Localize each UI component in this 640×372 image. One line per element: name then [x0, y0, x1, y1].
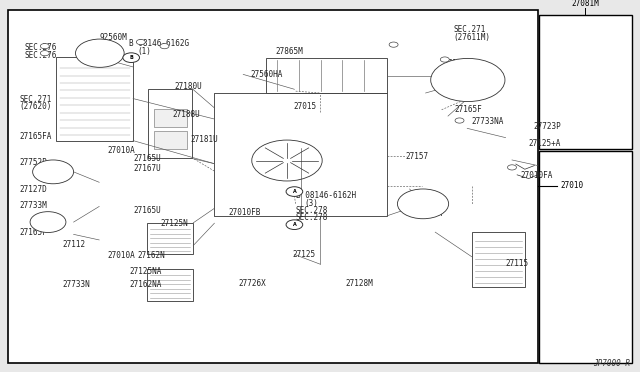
Circle shape: [455, 118, 464, 123]
Circle shape: [30, 212, 66, 232]
Text: (3): (3): [304, 199, 318, 208]
Text: 27125NA: 27125NA: [130, 267, 163, 276]
Text: 27123N: 27123N: [444, 60, 471, 68]
Circle shape: [76, 39, 124, 67]
Text: B: B: [129, 55, 133, 60]
Text: 27723P: 27723P: [533, 122, 561, 131]
Bar: [266, 58, 387, 93]
Text: A: A: [292, 222, 296, 227]
Text: 27188U: 27188U: [173, 110, 200, 119]
Text: A: A: [292, 189, 296, 194]
Bar: [8, 10, 538, 363]
Text: 27081M: 27081M: [572, 0, 599, 8]
Text: 27010FB: 27010FB: [228, 208, 261, 217]
Text: 27165F: 27165F: [454, 105, 482, 114]
Text: 27560HA: 27560HA: [251, 70, 284, 79]
Bar: [56, 57, 133, 141]
Text: 27010A: 27010A: [108, 146, 135, 155]
Text: 27726X: 27726X: [238, 279, 266, 288]
Bar: [472, 232, 525, 287]
Text: SEC.276: SEC.276: [24, 51, 57, 60]
Text: 27127D: 27127D: [19, 185, 47, 194]
Text: 27165U: 27165U: [133, 154, 161, 163]
Bar: [545, 41, 593, 43]
Text: 27162NA: 27162NA: [130, 280, 163, 289]
Text: 27167U: 27167U: [133, 164, 161, 173]
Circle shape: [397, 189, 449, 219]
Bar: [542, 29, 628, 146]
Bar: [545, 94, 597, 96]
Text: (27611M): (27611M): [453, 33, 490, 42]
Text: 27180U: 27180U: [174, 82, 202, 91]
Bar: [154, 131, 187, 149]
Bar: [545, 34, 613, 36]
Text: SEC.271: SEC.271: [453, 25, 486, 34]
Bar: [545, 54, 581, 56]
Bar: [148, 89, 192, 158]
Text: JP7000 R: JP7000 R: [593, 359, 630, 368]
Bar: [154, 109, 187, 127]
Bar: [545, 88, 585, 90]
Bar: [545, 108, 589, 110]
Text: 27162N: 27162N: [138, 251, 165, 260]
Text: 27010FA: 27010FA: [520, 171, 553, 180]
Text: 27752P: 27752P: [19, 158, 47, 167]
Circle shape: [40, 51, 49, 56]
Text: 27010: 27010: [560, 182, 583, 190]
Text: 27128M: 27128M: [345, 279, 372, 288]
Text: 27115F: 27115F: [417, 209, 445, 218]
Text: 27125: 27125: [292, 250, 316, 259]
Text: 27165F: 27165F: [19, 228, 47, 237]
Bar: [542, 21, 628, 27]
Circle shape: [160, 44, 169, 49]
Text: 92560M: 92560M: [99, 33, 127, 42]
Bar: [545, 48, 605, 49]
Text: (1): (1): [138, 47, 152, 56]
Text: 27733M: 27733M: [19, 201, 47, 210]
Bar: [539, 151, 632, 363]
Bar: [147, 269, 193, 301]
Text: B 08146-6162H: B 08146-6162H: [296, 191, 356, 200]
Circle shape: [389, 42, 398, 47]
Bar: [545, 74, 577, 76]
Circle shape: [286, 220, 303, 230]
Bar: [539, 15, 632, 149]
Bar: [545, 61, 609, 63]
Text: 27125+A: 27125+A: [529, 140, 561, 148]
Bar: [147, 223, 193, 254]
Text: 27733N: 27733N: [63, 280, 90, 289]
Text: 27733NA: 27733NA: [472, 117, 504, 126]
Text: PROTECTION OF VENTILATION FILTER AND: PROTECTION OF VENTILATION FILTER AND: [556, 22, 614, 26]
Bar: [545, 101, 573, 103]
Bar: [545, 68, 589, 70]
Text: 27115: 27115: [506, 259, 529, 267]
Text: 27181U: 27181U: [191, 135, 218, 144]
Circle shape: [440, 57, 449, 62]
Circle shape: [431, 58, 505, 102]
Text: 27865M: 27865M: [275, 47, 303, 56]
Circle shape: [40, 44, 49, 49]
Text: 27157: 27157: [406, 152, 429, 161]
Text: 27165U: 27165U: [133, 206, 161, 215]
Circle shape: [252, 140, 322, 181]
Circle shape: [123, 53, 140, 62]
Text: SEC.271: SEC.271: [19, 95, 52, 104]
Circle shape: [33, 160, 74, 184]
Text: 27010A: 27010A: [108, 251, 135, 260]
Text: SEC.276: SEC.276: [24, 43, 57, 52]
Text: 27165FA: 27165FA: [19, 132, 52, 141]
Text: SEC.278: SEC.278: [296, 213, 328, 222]
Circle shape: [136, 39, 145, 45]
Text: B 08146-6162G: B 08146-6162G: [129, 39, 189, 48]
Circle shape: [286, 187, 303, 196]
Text: (27620): (27620): [19, 102, 52, 111]
Text: 27015: 27015: [294, 102, 317, 111]
Circle shape: [508, 165, 516, 170]
Text: 27112: 27112: [63, 240, 86, 248]
Text: 27125N: 27125N: [160, 219, 188, 228]
Text: SEC.278: SEC.278: [296, 206, 328, 215]
Bar: [214, 93, 387, 216]
Bar: [545, 81, 602, 83]
